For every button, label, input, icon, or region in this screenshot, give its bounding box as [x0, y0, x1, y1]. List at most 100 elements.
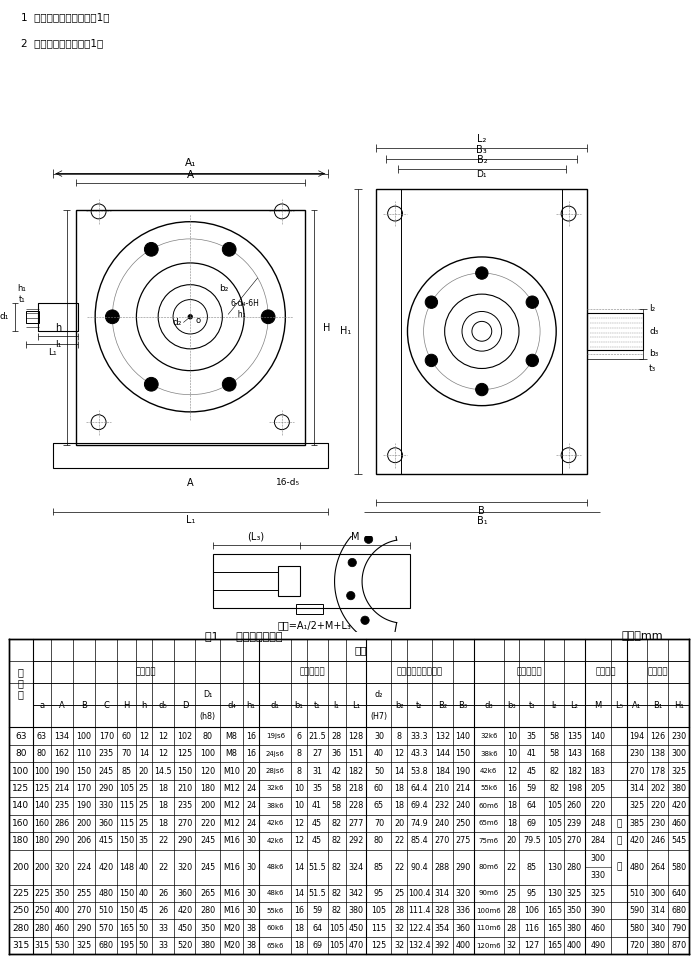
Text: 8: 8 [296, 767, 301, 775]
Text: L₁: L₁ [352, 701, 360, 710]
Text: 20: 20 [394, 819, 404, 828]
Text: 240: 240 [434, 819, 450, 828]
Text: 350: 350 [54, 889, 69, 898]
Text: 14: 14 [394, 767, 404, 775]
Text: 55k6: 55k6 [480, 786, 498, 791]
Text: 225: 225 [34, 889, 49, 898]
Text: 38k6: 38k6 [480, 750, 498, 757]
Text: 151: 151 [348, 749, 364, 758]
Text: 130: 130 [547, 862, 561, 872]
Text: 130: 130 [547, 889, 561, 898]
Text: 460: 460 [671, 819, 686, 828]
Text: 电机直联: 电机直联 [595, 668, 616, 677]
Text: 132: 132 [434, 731, 450, 741]
Text: 80m6: 80m6 [479, 864, 499, 870]
Text: 75m6: 75m6 [479, 838, 499, 844]
Text: 41: 41 [312, 801, 322, 811]
Text: 165: 165 [547, 906, 562, 915]
Text: 48k6: 48k6 [266, 864, 284, 870]
Text: 28: 28 [507, 924, 517, 933]
Text: 59: 59 [527, 784, 537, 793]
Text: 12: 12 [507, 767, 517, 775]
Text: B: B [81, 701, 87, 710]
Text: 214: 214 [455, 784, 471, 793]
Text: M16: M16 [223, 889, 240, 898]
Circle shape [222, 242, 236, 256]
Text: 314: 314 [650, 906, 666, 915]
Text: 20: 20 [507, 836, 517, 845]
Text: b₂: b₂ [395, 701, 403, 710]
Text: 105: 105 [547, 836, 562, 845]
Text: 输入轴尺尺: 输入轴尺尺 [300, 668, 325, 677]
Text: 安装尺尺: 安装尺尺 [136, 668, 156, 677]
Text: 80: 80 [37, 749, 46, 758]
Text: 60m6: 60m6 [479, 803, 499, 809]
Text: 105: 105 [547, 819, 562, 828]
Text: 10: 10 [507, 749, 517, 758]
Text: 128: 128 [348, 731, 364, 741]
Text: 325: 325 [567, 889, 582, 898]
Text: 41: 41 [527, 749, 537, 758]
Text: H₁: H₁ [674, 701, 684, 710]
Text: 314: 314 [629, 784, 645, 793]
Text: 58: 58 [332, 784, 341, 793]
Text: 51.5: 51.5 [308, 889, 326, 898]
Text: 320: 320 [455, 889, 471, 898]
Circle shape [188, 315, 192, 319]
Text: 21.5: 21.5 [308, 731, 326, 741]
Text: a: a [39, 701, 44, 710]
Text: 82: 82 [549, 784, 559, 793]
Text: M10: M10 [223, 767, 240, 775]
Text: 245: 245 [99, 767, 114, 775]
Text: 380: 380 [201, 941, 215, 950]
Text: 18: 18 [158, 801, 169, 811]
Text: 100.4: 100.4 [408, 889, 430, 898]
Text: d₂: d₂ [375, 690, 383, 699]
Text: 28: 28 [507, 906, 517, 915]
Text: 450: 450 [348, 924, 364, 933]
Text: 240: 240 [455, 801, 471, 811]
Text: 286: 286 [54, 819, 69, 828]
Text: 135: 135 [567, 731, 582, 741]
Text: B₁: B₁ [477, 516, 487, 526]
Text: 32: 32 [394, 941, 404, 950]
Text: 42k6: 42k6 [266, 838, 284, 844]
Text: 300: 300 [650, 889, 666, 898]
Text: 82: 82 [549, 767, 559, 775]
Text: t₁: t₁ [19, 295, 25, 304]
Bar [376, 189, 587, 474]
Text: 14: 14 [294, 862, 304, 872]
Text: 12: 12 [158, 731, 169, 741]
Text: l₁: l₁ [334, 701, 339, 710]
Text: 26: 26 [158, 906, 169, 915]
Text: d₃: d₃ [484, 701, 493, 710]
Text: 140: 140 [456, 731, 471, 741]
Text: 18: 18 [158, 819, 169, 828]
Text: 150: 150 [119, 889, 134, 898]
Text: 330: 330 [99, 801, 114, 811]
Circle shape [364, 535, 373, 544]
Text: 790: 790 [671, 924, 686, 933]
Text: 680: 680 [671, 906, 686, 915]
Text: 31: 31 [312, 767, 322, 775]
Text: l₂: l₂ [552, 701, 557, 710]
Circle shape [144, 377, 158, 391]
Text: 126: 126 [650, 731, 666, 741]
Text: b₁: b₁ [295, 701, 303, 710]
Text: B₂: B₂ [438, 701, 447, 710]
Text: 80: 80 [374, 836, 384, 845]
Text: 420: 420 [99, 862, 114, 872]
Text: h₁: h₁ [232, 310, 245, 319]
Text: 120m6: 120m6 [477, 943, 501, 948]
Text: 125: 125 [34, 784, 49, 793]
Text: 218: 218 [348, 784, 364, 793]
Text: 18: 18 [507, 819, 517, 828]
Text: 70: 70 [121, 749, 132, 758]
Text: 290: 290 [177, 836, 192, 845]
Text: 400: 400 [567, 941, 582, 950]
Text: 2  减速器安装尺尺见表1。: 2 减速器安装尺尺见表1。 [21, 38, 103, 48]
Text: M: M [595, 701, 602, 710]
Text: 40: 40 [139, 889, 149, 898]
Text: 214: 214 [54, 784, 69, 793]
Text: A: A [187, 170, 194, 181]
